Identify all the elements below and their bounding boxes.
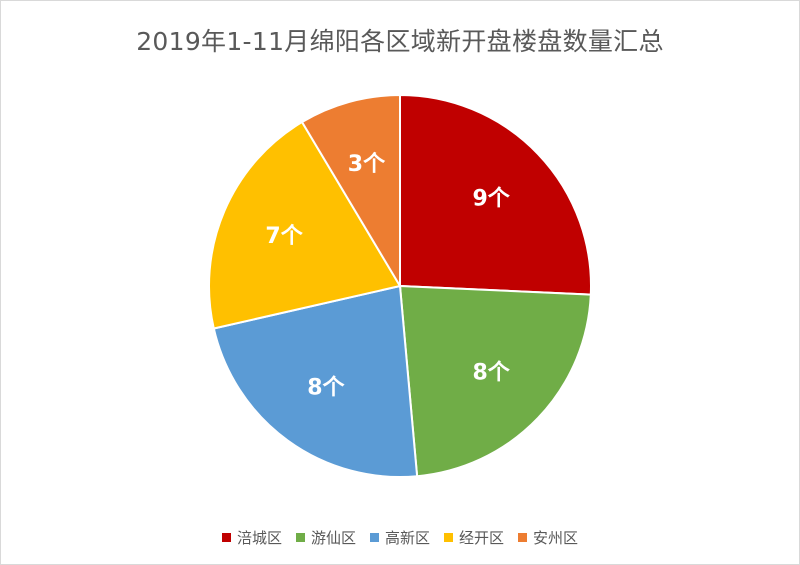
legend-label: 经开区 [459, 529, 505, 547]
legend-item: 涪城区 [221, 527, 282, 548]
chart-legend: 涪城区 游仙区 高新区 经开区 安州区 [0, 527, 800, 548]
pie-slice [300, 93, 401, 290]
pie-slice [399, 93, 592, 296]
slice-data-label: 3个 [348, 152, 386, 177]
slice-data-label: 8个 [472, 361, 510, 386]
legend-swatch [444, 533, 453, 542]
legend-item: 经开区 [444, 527, 504, 548]
legend-label: 安州区 [533, 529, 579, 547]
legend-swatch [369, 533, 379, 542]
pie-slices [208, 93, 592, 478]
legend-item: 安州区 [518, 527, 578, 548]
legend-label: 游仙区 [310, 529, 356, 547]
slice-data-label: 8个 [307, 375, 345, 400]
pie-slice [398, 284, 592, 478]
legend-swatch [295, 533, 305, 542]
chart-title: 2019年1-11月绵阳各区域新开盘楼盘数量汇总 [136, 27, 664, 56]
pie-slice [208, 120, 402, 330]
slice-data-label: 9个 [472, 186, 510, 211]
legend-label: 涪城区 [236, 529, 282, 547]
legend-item: 游仙区 [295, 527, 356, 548]
legend-item: 高新区 [369, 527, 430, 548]
pie-labels: 9个 8个 8个 7个 3个 [265, 152, 510, 401]
legend-swatch [518, 533, 528, 542]
legend-label: 高新区 [384, 529, 430, 547]
pie-slice [212, 284, 419, 478]
legend-swatch [221, 533, 231, 542]
slice-data-label: 7个 [265, 224, 303, 249]
